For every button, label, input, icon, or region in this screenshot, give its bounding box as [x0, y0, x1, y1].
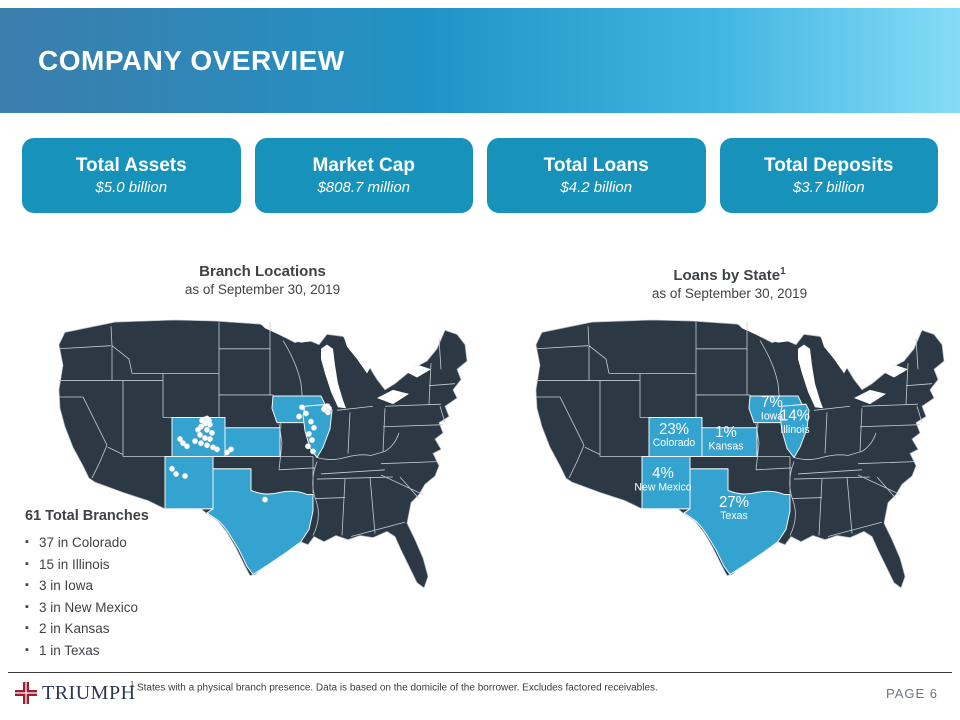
- stat-card-label: Total Loans: [543, 154, 649, 176]
- loans-map-title-block: Loans by State1 as of September 30, 2019: [522, 262, 937, 303]
- stat-cards-row: Total Assets $5.0 billion Market Cap $80…: [22, 138, 938, 213]
- branch-dot: [202, 435, 208, 442]
- branch-dot: [195, 426, 201, 433]
- company-logo: TRIUMPH: [14, 681, 136, 705]
- branch-dot: [325, 409, 331, 416]
- stat-card-value: $5.0 billion: [95, 178, 168, 196]
- branch-dot: [321, 406, 327, 413]
- branch-dots-layer: [169, 403, 332, 503]
- stat-card-total-assets: Total Assets $5.0 billion: [22, 138, 241, 213]
- list-item: 3 in New Mexico: [25, 597, 255, 619]
- stat-card-total-deposits: Total Deposits $3.7 billion: [719, 138, 938, 213]
- branch-dot: [262, 496, 268, 503]
- branch-dot: [296, 413, 302, 420]
- branch-map-title: Branch Locations: [199, 263, 326, 280]
- branch-dot: [309, 437, 315, 444]
- branch-dot: [207, 436, 213, 443]
- stat-card-value: $4.2 billion: [560, 178, 633, 196]
- loan-pct-label: 1%: [715, 424, 737, 441]
- stat-card-value: $808.7 million: [317, 178, 411, 196]
- loan-state-label: Kansas: [709, 440, 744, 452]
- loans-map-title-footnote-marker: 1: [780, 266, 786, 277]
- branch-totals-items: 37 in Colorado 15 in Illinois 3 in Iowa …: [25, 532, 255, 661]
- branch-dot: [192, 438, 198, 445]
- list-item: 15 in Illinois: [25, 554, 255, 576]
- loans-map-title: Loans by State1: [522, 262, 937, 285]
- branch-dot: [184, 443, 190, 450]
- stat-card-label: Total Deposits: [764, 154, 894, 176]
- loan-state-label: Illinois: [780, 424, 809, 436]
- stat-card-label: Market Cap: [312, 154, 415, 176]
- branch-dot: [299, 404, 305, 411]
- loan-state-label: Colorado: [653, 437, 696, 449]
- loans-map-title-text: Loans by State: [673, 267, 781, 284]
- branch-dot: [310, 448, 316, 455]
- page-title: COMPANY OVERVIEW: [38, 44, 345, 76]
- branch-dot: [197, 431, 203, 438]
- loan-state-label: New Mexico: [634, 481, 691, 493]
- stat-card-value: $3.7 billion: [792, 178, 865, 196]
- branch-dot: [214, 446, 220, 453]
- list-item: 1 in Texas: [25, 640, 255, 662]
- loan-pct-label: 14%: [780, 407, 810, 424]
- branch-map-title-block: Branch Locations as of September 30, 201…: [55, 262, 470, 299]
- logo-wordmark: TRIUMPH: [42, 681, 136, 704]
- branch-dot: [308, 418, 314, 425]
- loan-pct-label: 23%: [659, 421, 689, 438]
- list-item: 3 in Iowa: [25, 575, 255, 597]
- stat-card-market-cap: Market Cap $808.7 million: [254, 138, 473, 213]
- loan-pct-label: 7%: [761, 394, 783, 411]
- branch-dot: [305, 443, 311, 450]
- branch-map-subtitle: as of September 30, 2019: [184, 282, 341, 297]
- branch-dot: [306, 430, 312, 437]
- branch-dot: [180, 440, 186, 447]
- triumph-cross-icon: [14, 681, 38, 705]
- header-band: COMPANY OVERVIEW: [0, 8, 960, 113]
- branch-dot: [173, 470, 179, 477]
- branch-dot: [169, 465, 175, 472]
- branch-totals-list: 61 Total Branches 37 in Colorado 15 in I…: [25, 508, 255, 661]
- branch-dot: [204, 442, 210, 449]
- branch-dot: [224, 449, 230, 456]
- list-item: 2 in Kansas: [25, 618, 255, 640]
- branch-dot: [177, 436, 183, 443]
- loan-state-label: Texas: [720, 510, 747, 522]
- loans-map-subtitle: as of September 30, 2019: [651, 286, 808, 301]
- branch-dot: [311, 424, 317, 431]
- list-item: 37 in Colorado: [25, 532, 255, 554]
- branch-dot: [228, 446, 234, 453]
- loan-pct-label: 27%: [719, 494, 749, 511]
- loan-state-label: Iowa: [761, 410, 783, 422]
- branch-dot: [198, 440, 204, 447]
- footer-divider: [8, 672, 952, 673]
- branch-locations-map: [58, 318, 468, 589]
- loan-pct-label: 4%: [652, 465, 674, 482]
- branch-dot: [303, 410, 309, 417]
- branch-dot: [204, 426, 210, 433]
- branch-dot: [182, 473, 188, 479]
- footnote-text: States with a physical branch presence. …: [134, 682, 658, 694]
- stat-card-total-loans: Total Loans $4.2 billion: [487, 138, 706, 213]
- footnote-marker: 1: [130, 679, 135, 688]
- stat-card-label: Total Assets: [75, 154, 187, 176]
- branch-dot: [207, 421, 213, 428]
- branch-totals-heading: 61 Total Branches: [25, 508, 149, 524]
- branch-dot: [209, 429, 215, 436]
- page-number: PAGE 6: [885, 686, 938, 701]
- footnote: 1 States with a physical branch presence…: [130, 679, 658, 693]
